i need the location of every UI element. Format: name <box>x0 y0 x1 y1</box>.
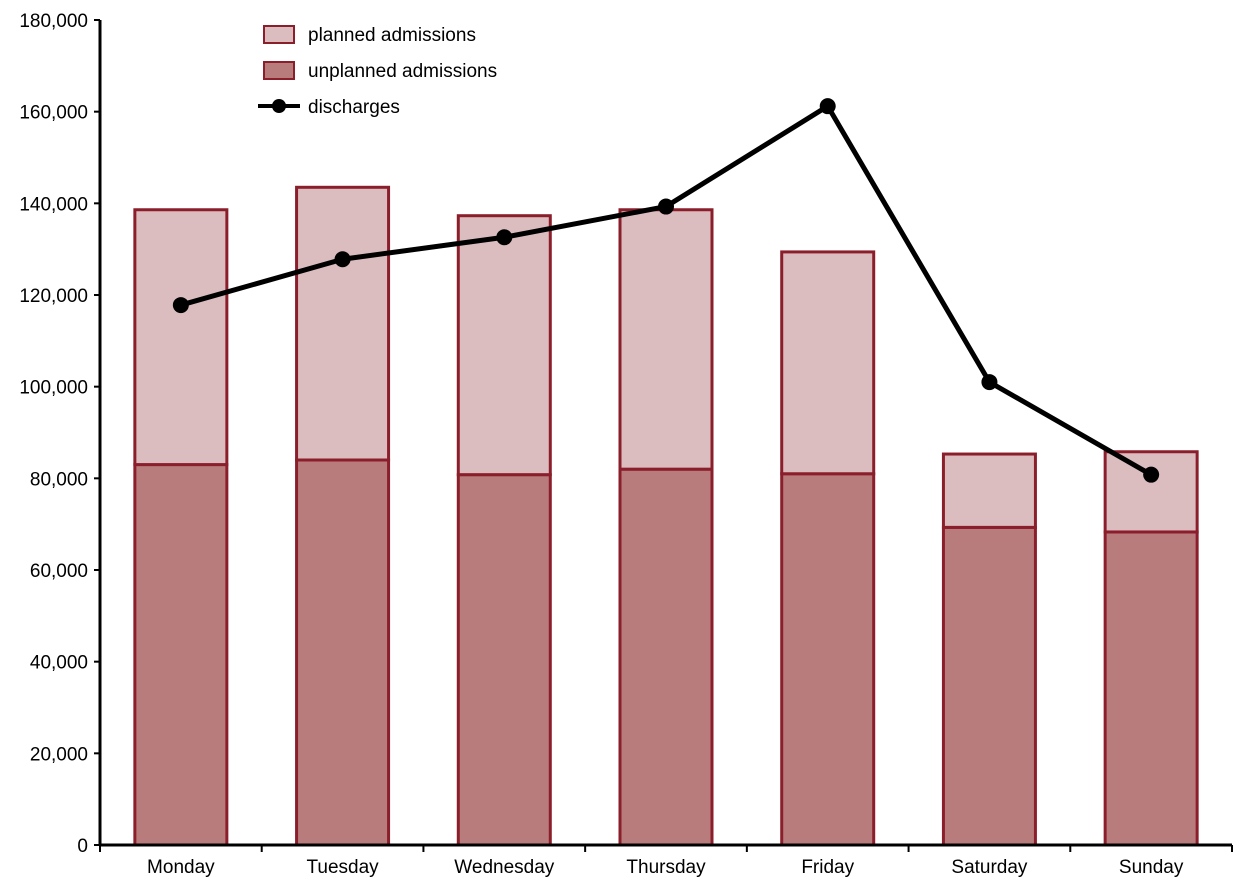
bar-unplanned-admissions-sunday <box>1103 530 1199 847</box>
bar-unplanned-admissions-wednesday <box>456 473 552 847</box>
x-tick-label: Saturday <box>951 857 1028 878</box>
discharges-point-wednesday <box>496 229 513 246</box>
bar-planned-admissions-wednesday <box>456 214 552 477</box>
y-tick-label: 20,000 <box>30 744 88 765</box>
y-tick-label: 80,000 <box>30 469 88 490</box>
legend-label-unplanned-admissions: unplanned admissions <box>308 61 497 82</box>
bar-planned-admissions-saturday <box>941 452 1037 529</box>
x-tick-label: Thursday <box>626 857 706 878</box>
legend-swatch-planned-admissions <box>263 25 295 44</box>
y-tick-label: 0 <box>77 836 88 857</box>
bar-planned-admissions-tuesday <box>295 185 391 462</box>
bar-unplanned-admissions-tuesday <box>295 458 391 847</box>
discharges-point-monday <box>172 297 189 314</box>
legend-label-discharges: discharges <box>308 97 400 118</box>
y-tick-label: 100,000 <box>19 378 88 399</box>
discharges-point-friday <box>819 98 836 115</box>
discharges-point-tuesday <box>334 251 351 268</box>
bars-layer <box>133 185 1199 847</box>
legend-label-planned-admissions: planned admissions <box>308 25 476 46</box>
y-tick-label: 120,000 <box>19 286 88 307</box>
bar-planned-admissions-thursday <box>618 208 714 471</box>
bar-unplanned-admissions-saturday <box>941 525 1037 847</box>
y-tick-label: 40,000 <box>30 653 88 674</box>
y-tick-label: 60,000 <box>30 561 88 582</box>
legend-swatch-marker-discharges <box>272 99 286 113</box>
bar-unplanned-admissions-friday <box>780 472 876 847</box>
bar-planned-admissions-monday <box>133 208 229 467</box>
legend: planned admissions unplanned admissions di… <box>258 25 497 118</box>
legend-swatch-unplanned-admissions <box>263 61 295 80</box>
y-tick-label: 180,000 <box>19 11 88 32</box>
x-tick-label: Tuesday <box>306 857 379 878</box>
discharges-line-layer <box>172 98 1160 483</box>
y-tick-label: 140,000 <box>19 194 88 215</box>
discharges-point-thursday <box>658 198 674 215</box>
discharges-point-saturday <box>981 374 998 391</box>
bar-planned-admissions-friday <box>780 250 876 476</box>
bar-planned-admissions-sunday <box>1103 450 1199 534</box>
y-tick-label: 160,000 <box>19 103 88 124</box>
x-tick-label: Friday <box>801 857 854 878</box>
x-tick-label: Sunday <box>1119 857 1184 878</box>
x-tick-label: Wednesday <box>454 857 554 878</box>
bar-unplanned-admissions-monday <box>133 463 229 847</box>
axes-layer: 0 20,000 40,000 60,000 80,000 100,000 120,000 1… <box>19 11 1233 878</box>
bar-unplanned-admissions-thursday <box>618 467 714 847</box>
discharges-point-sunday <box>1143 466 1160 483</box>
x-tick-label: Monday <box>147 857 215 878</box>
